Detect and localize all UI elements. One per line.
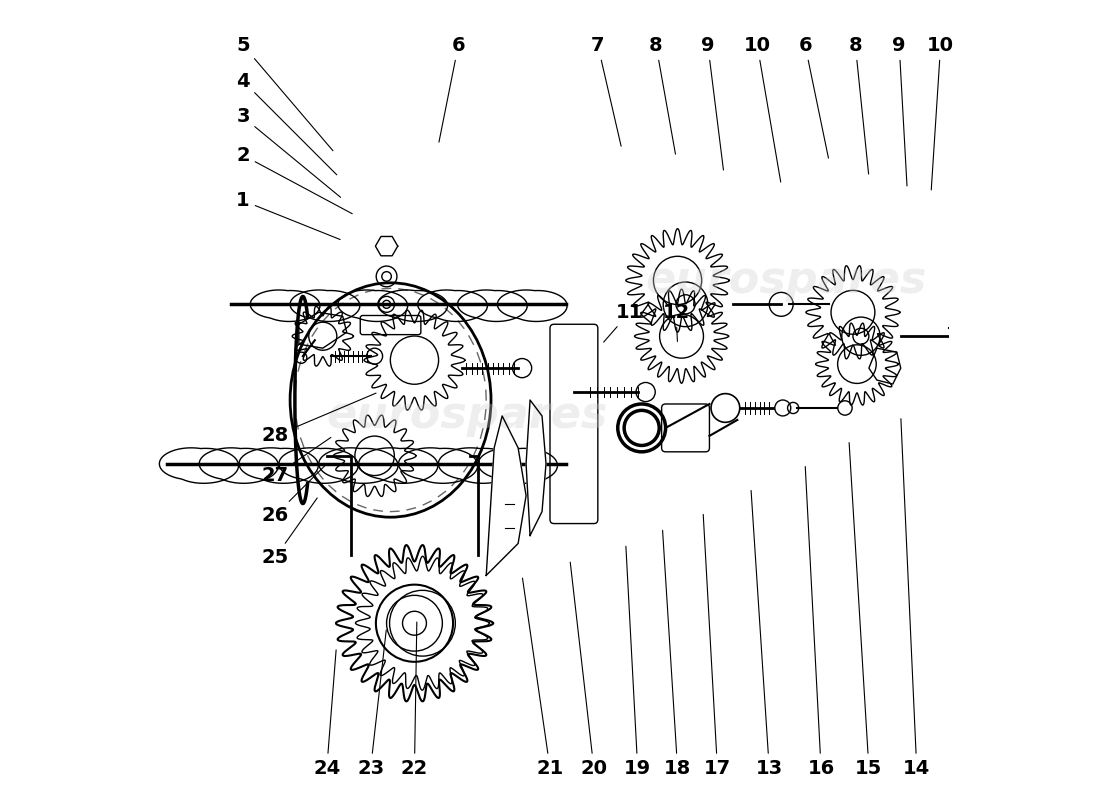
Text: 19: 19 <box>624 546 651 778</box>
Text: 4: 4 <box>236 72 337 175</box>
Polygon shape <box>486 416 526 575</box>
Text: 17: 17 <box>703 514 732 778</box>
Text: eurospares: eurospares <box>327 394 608 438</box>
Text: 15: 15 <box>849 442 882 778</box>
Text: 27: 27 <box>262 438 331 486</box>
Text: 9: 9 <box>892 36 907 186</box>
Text: 10: 10 <box>927 36 954 190</box>
Text: 8: 8 <box>848 36 869 174</box>
Text: eurospares: eurospares <box>646 259 927 302</box>
Text: 20: 20 <box>570 562 607 778</box>
Text: 6: 6 <box>799 36 828 158</box>
Text: 13: 13 <box>751 490 783 778</box>
Text: 26: 26 <box>262 466 324 525</box>
Text: 22: 22 <box>400 622 428 778</box>
Text: 16: 16 <box>805 466 835 778</box>
Text: 10: 10 <box>744 36 781 182</box>
Text: 24: 24 <box>314 650 340 778</box>
Text: 1: 1 <box>236 191 340 239</box>
Text: 14: 14 <box>901 418 931 778</box>
Text: 3: 3 <box>236 107 341 198</box>
Text: 9: 9 <box>701 36 724 170</box>
Text: 8: 8 <box>649 36 675 154</box>
Text: 5: 5 <box>236 36 333 150</box>
Polygon shape <box>526 400 546 535</box>
Text: 28: 28 <box>262 393 376 446</box>
Text: 7: 7 <box>591 36 622 146</box>
Text: 21: 21 <box>522 578 563 778</box>
Text: 12: 12 <box>662 303 690 342</box>
Text: 25: 25 <box>262 498 317 567</box>
Text: 2: 2 <box>236 146 352 214</box>
Text: 18: 18 <box>662 530 691 778</box>
Text: 6: 6 <box>439 36 465 142</box>
Text: 23: 23 <box>358 630 386 778</box>
Text: 11: 11 <box>604 303 644 342</box>
